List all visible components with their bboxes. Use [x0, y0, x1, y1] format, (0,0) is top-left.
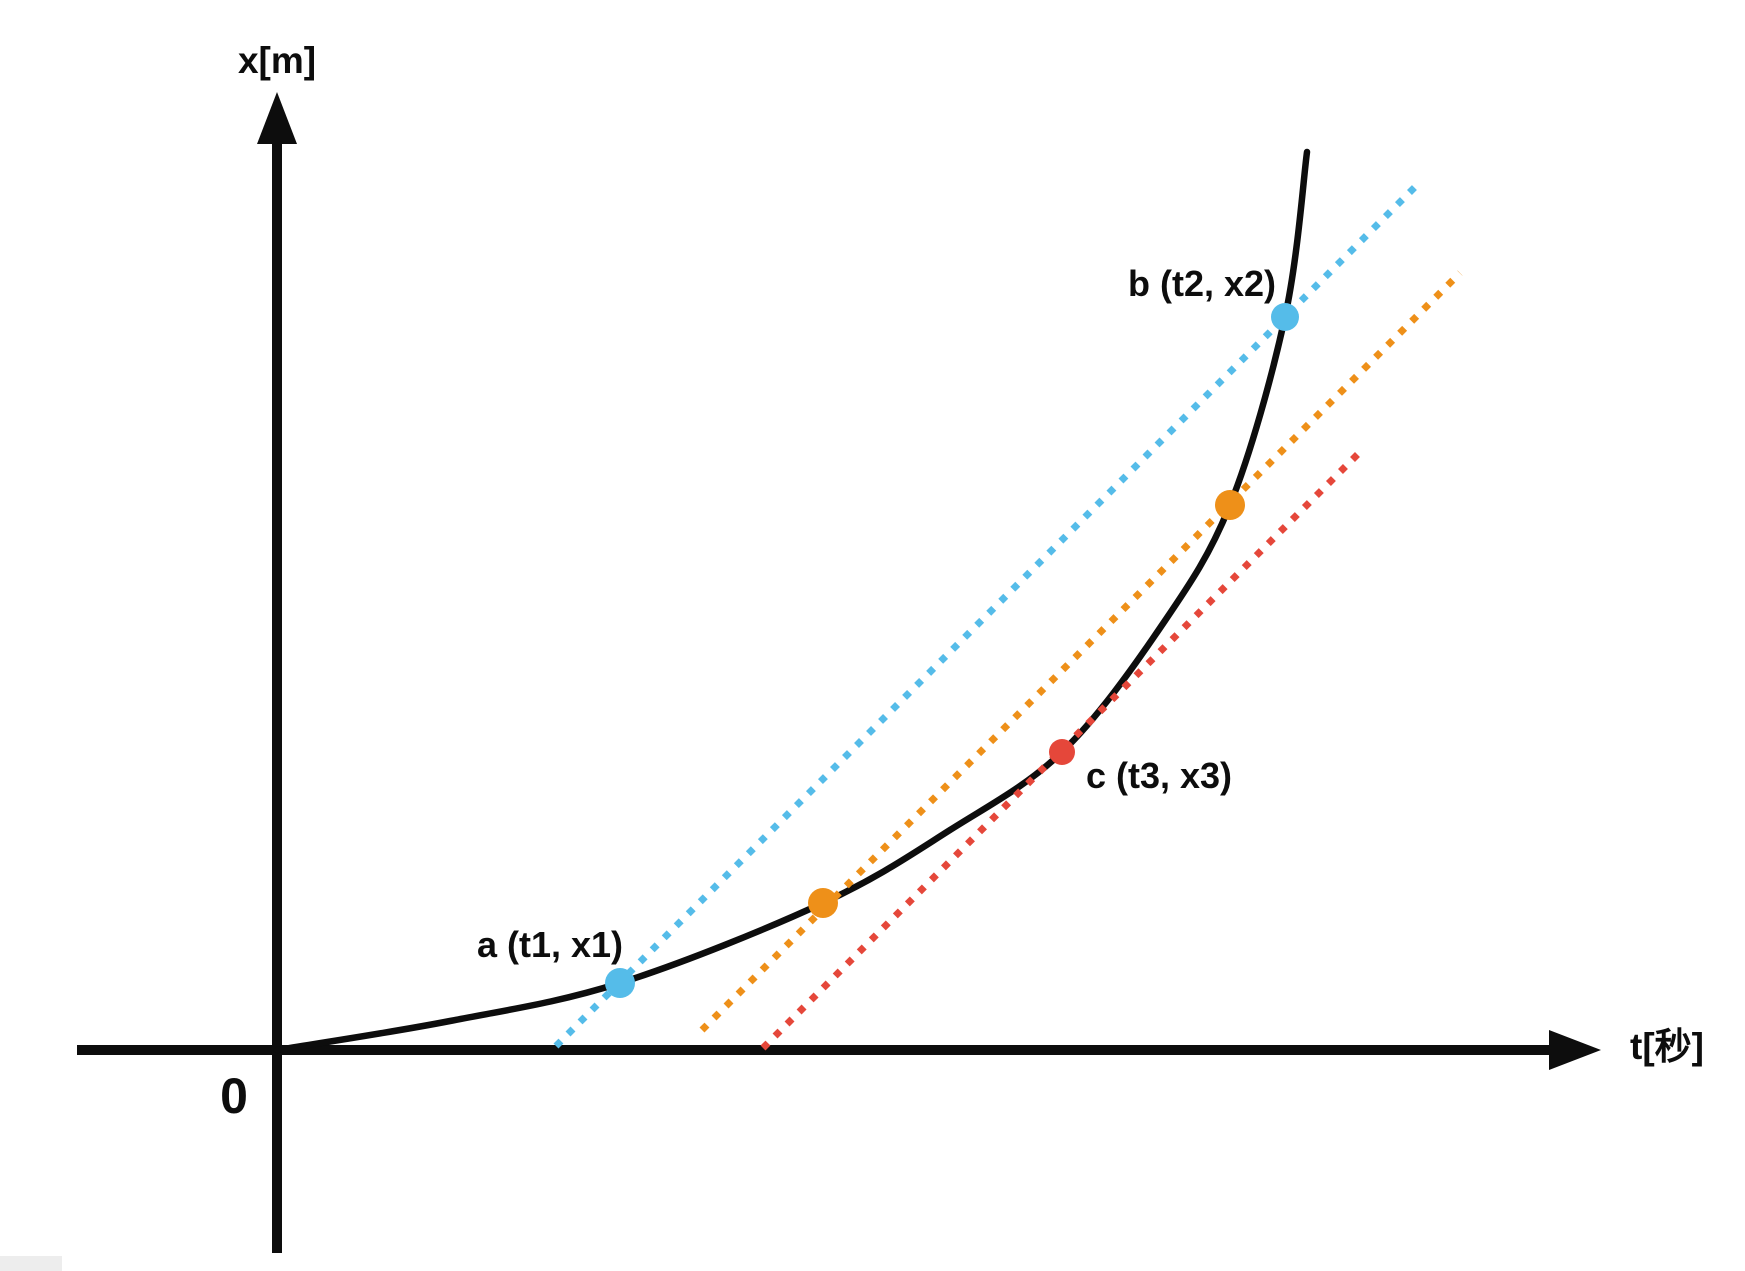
origin-label: 0 [220, 1068, 248, 1124]
corner-artifact [0, 1256, 62, 1271]
y-axis-arrowhead-icon [257, 92, 297, 144]
x-axis-arrowhead-icon [1549, 1030, 1601, 1070]
point-orange-lower-marker [808, 888, 838, 918]
tangent-c-line [760, 449, 1363, 1051]
secant-orange-line [699, 270, 1463, 1033]
y-axis-label: x[m] [237, 40, 317, 81]
point-b-marker [1271, 303, 1299, 331]
point-c-label: c (t3, x3) [1085, 755, 1233, 796]
x-axis-label: t[秒] [1630, 1026, 1704, 1067]
point-orange-upper-marker [1215, 490, 1245, 520]
point-a-marker [605, 968, 635, 998]
point-b-label: b (t2, x2) [1127, 263, 1277, 304]
point-c-marker [1049, 739, 1075, 765]
position-curve [273, 148, 1311, 1054]
point-a-label: a (t1, x1) [476, 924, 624, 965]
